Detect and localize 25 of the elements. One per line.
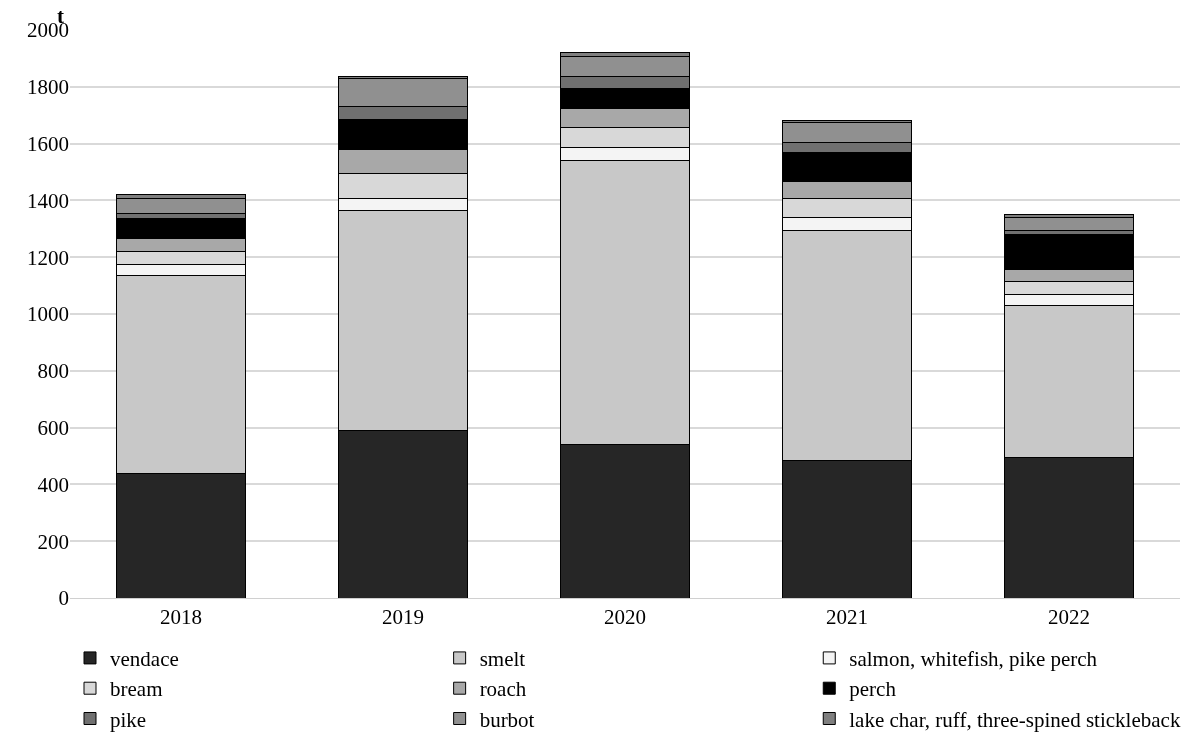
y-tick-label: 1800 [27,75,69,100]
legend-label: perch [849,677,897,702]
x-tick-label: 2021 [826,605,868,630]
legend-label: vendace [110,647,179,672]
y-tick-label: 0 [58,586,69,611]
legend-label: smelt [479,647,526,672]
legend-label: burbot [479,707,535,732]
legend-label: lake char, ruff, three-spined stickleback [849,707,1181,732]
y-tick-label: 1600 [27,131,69,156]
y-tick-label: 1400 [27,188,69,213]
x-tick-label: 2018 [160,605,202,630]
legend-label: pike [110,707,147,732]
x-tick-label: 2022 [1048,605,1090,630]
y-tick-label: 600 [37,415,69,440]
y-tick-label: 1000 [27,302,69,327]
y-tick-label: 400 [37,472,69,497]
x-tick-label: 2020 [604,605,646,630]
x-tick-label: 2019 [382,605,424,630]
y-tick-label: 200 [37,529,69,554]
legend-label: bream [110,677,163,702]
legend-label: salmon, whitefish, pike perch [849,647,1098,672]
y-tick-label: 1200 [27,245,69,270]
legend-label: roach [479,677,527,702]
y-tick-label: 800 [37,359,69,384]
bar [1004,216,1134,231]
